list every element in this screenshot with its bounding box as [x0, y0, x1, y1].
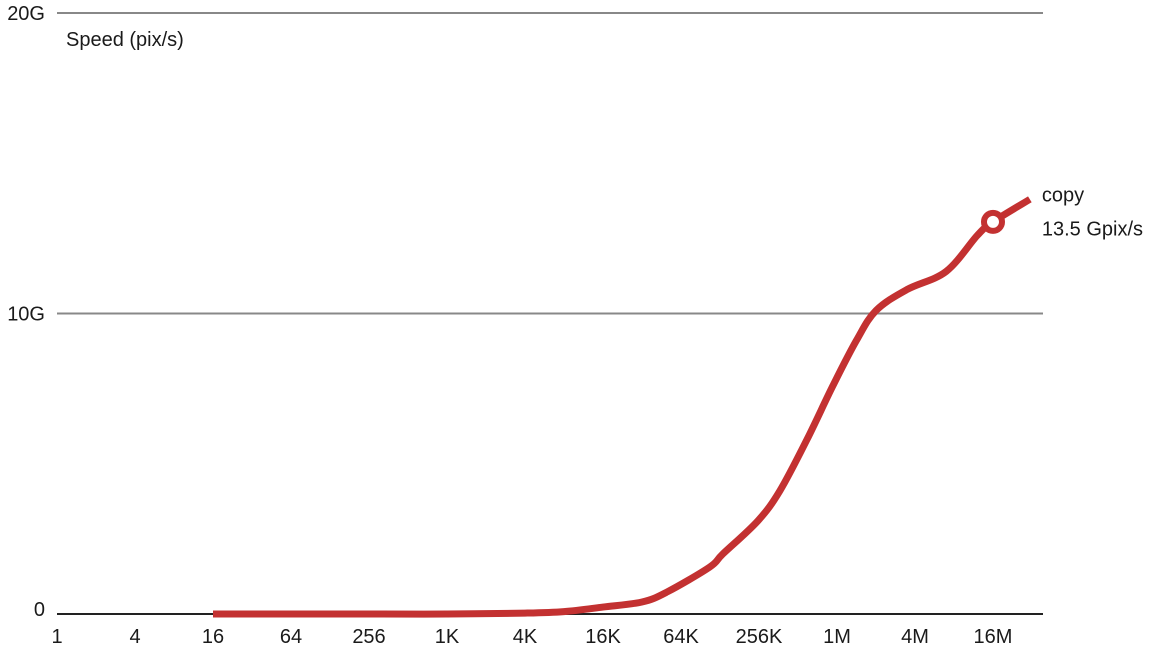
x-tick-label: 16M: [974, 626, 1013, 648]
x-tick-label: 16: [202, 626, 224, 648]
series-label-copy: copy: [1042, 184, 1084, 206]
y-tick-label: 20G: [7, 3, 45, 25]
y-tick-label: 10G: [7, 304, 45, 326]
x-tick-label: 256K: [736, 626, 783, 648]
x-tick-label: 64K: [663, 626, 699, 648]
y-tick-label: 0: [34, 599, 45, 621]
x-tick-label: 1M: [823, 626, 851, 648]
x-tick-label: 64: [280, 626, 302, 648]
annotation-marker-copy: [981, 209, 1005, 234]
y-axis-label: Speed (pix/s): [66, 29, 184, 51]
x-tick-label: 256: [352, 626, 385, 648]
x-tick-label: 1K: [435, 626, 460, 648]
x-tick-label: 4M: [901, 626, 929, 648]
x-tick-label: 4K: [513, 626, 538, 648]
series-value-label: 13.5 Gpix/s: [1042, 218, 1143, 240]
x-tick-labels: 1 4 16 64 256 1K 4K 16K 64K 256K 1M 4M 16M: [51, 626, 1012, 648]
series-line-copy: [212, 196, 1032, 618]
y-tick-labels: 0 10G 20G: [7, 3, 45, 621]
x-tick-label: 16K: [585, 626, 621, 648]
x-tick-label: 4: [129, 626, 140, 648]
x-tick-label: 1: [51, 626, 62, 648]
gridlines: [57, 12, 1043, 615]
